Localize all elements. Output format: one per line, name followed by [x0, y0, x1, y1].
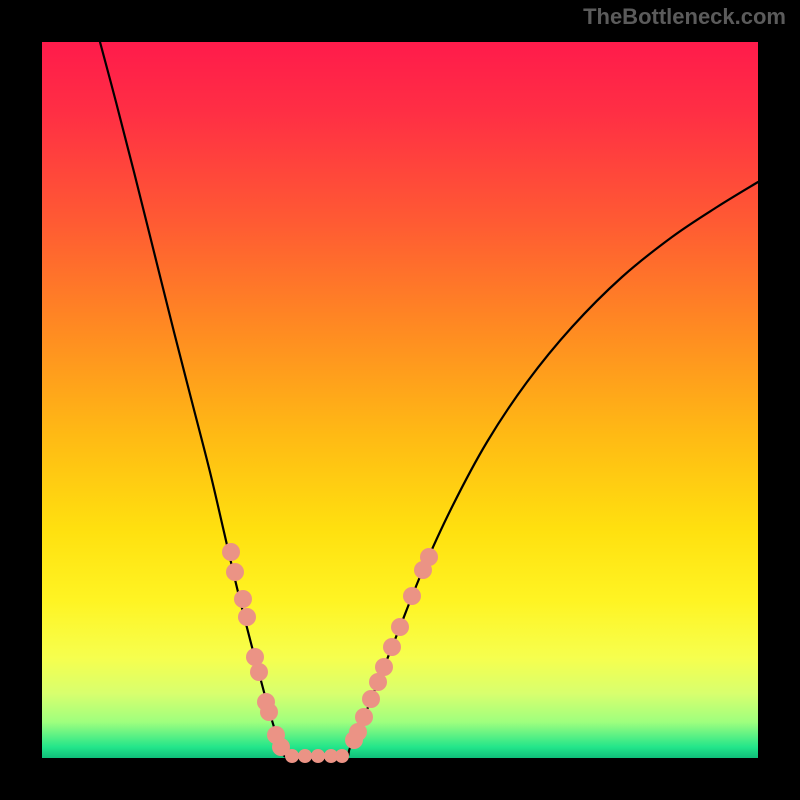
chart-frame: TheBottleneck.com: [0, 0, 800, 800]
marker-dot: [234, 590, 252, 608]
watermark-text: TheBottleneck.com: [583, 4, 786, 30]
marker-dot: [335, 749, 349, 763]
marker-dot: [222, 543, 240, 561]
marker-dot: [272, 738, 290, 756]
marker-dot: [420, 548, 438, 566]
marker-dot: [391, 618, 409, 636]
plot-area: [42, 42, 758, 758]
marker-dot: [226, 563, 244, 581]
scatter-markers: [222, 543, 438, 763]
marker-dot: [311, 749, 325, 763]
marker-dot: [250, 663, 268, 681]
marker-dot: [403, 587, 421, 605]
curve-layer: [42, 42, 758, 758]
marker-dot: [383, 638, 401, 656]
marker-dot: [355, 708, 373, 726]
marker-dot: [260, 703, 278, 721]
marker-dot: [362, 690, 380, 708]
v-curve-line: [100, 42, 758, 759]
marker-dot: [298, 749, 312, 763]
marker-dot: [375, 658, 393, 676]
marker-dot: [238, 608, 256, 626]
